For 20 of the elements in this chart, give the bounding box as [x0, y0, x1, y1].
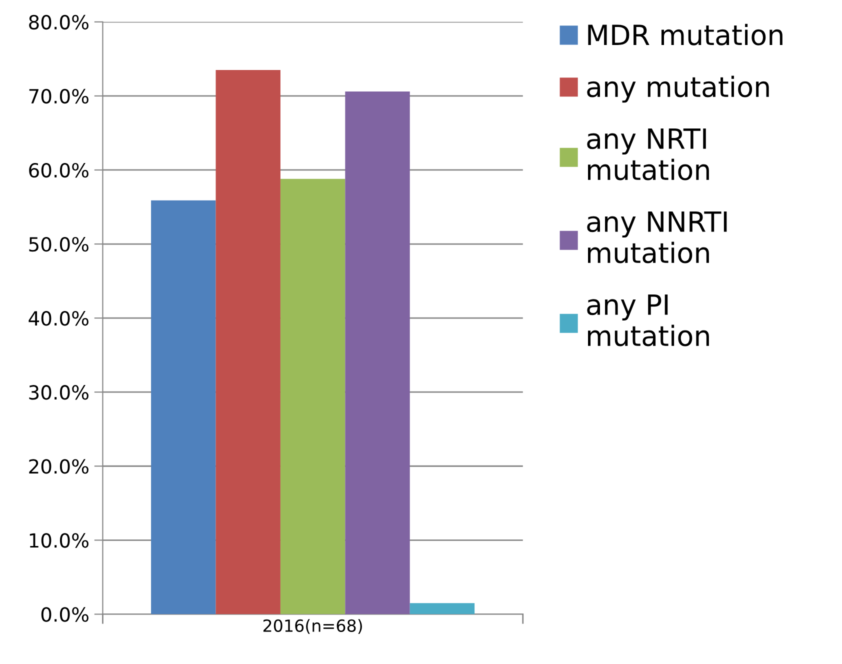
y-tick-label: 70.0% [29, 88, 88, 104]
legend-label: any mutation [587, 76, 769, 103]
y-tick-label: 40.0% [28, 311, 88, 326]
bar [216, 70, 280, 614]
bar [345, 92, 410, 614]
legend-label: any NRTI mutation [587, 128, 709, 180]
y-tick-label: 30.0% [29, 385, 88, 400]
legend-label: any PI mutation [587, 294, 709, 346]
y-tick-label: 20.0% [29, 459, 88, 474]
legend-label: any NNRTI mutation [587, 211, 727, 264]
x-tick-label: 2016(n=68) [263, 619, 362, 634]
bar [151, 200, 216, 614]
y-tick-label: 50.0% [29, 236, 88, 252]
bar [410, 603, 475, 614]
legend-label: MDR mutation [588, 24, 782, 46]
y-tick-label: 80.0% [29, 14, 88, 30]
bar [280, 178, 346, 614]
y-tick-label: 60.0% [29, 162, 88, 178]
y-tick-label: 10.0% [30, 533, 88, 548]
y-tick-label: 0.0% [41, 607, 88, 622]
